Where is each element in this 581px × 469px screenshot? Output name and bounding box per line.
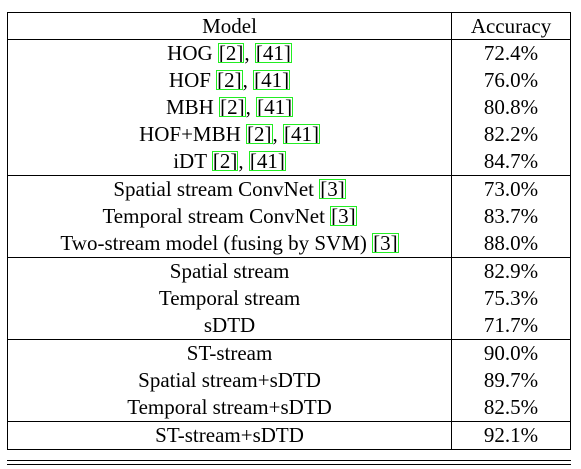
accuracy-cell: 73.0% [451, 175, 571, 203]
model-cell: Temporal stream [6, 285, 453, 312]
table-bottom-rule [7, 460, 571, 461]
citation-number: 3 [380, 231, 391, 255]
accuracy-cell: 82.9% [451, 257, 571, 285]
citation-number: 2 [254, 122, 265, 146]
accuracy-cell: 71.7% [451, 312, 571, 340]
accuracy-cell: 89.7% [451, 367, 571, 394]
model-cell: Temporal stream+sDTD [6, 394, 453, 422]
model-cell: sDTD [6, 312, 453, 340]
model-cell: Spatial stream+sDTD [6, 367, 453, 394]
accuracy-cell: 80.8% [451, 94, 571, 121]
model-cell: MBH [2], [41] [6, 94, 453, 121]
table-row: MBH [2], [41] 80.8% [6, 94, 571, 121]
citation-number: 2 [227, 95, 238, 119]
accuracy-cell: 72.4% [451, 39, 571, 67]
model-name: Temporal stream [158, 286, 301, 310]
model-cell: Two-stream model (fusing by SVM) [3] [6, 230, 453, 258]
model-cell: HOG [2], [41] [6, 39, 453, 67]
citation-link[interactable]: [41] [256, 95, 294, 119]
model-name: HOF [168, 68, 211, 92]
citation-number: 41 [291, 122, 313, 146]
citation-link[interactable]: [2] [211, 149, 239, 173]
model-name: Temporal stream+sDTD [127, 395, 332, 419]
accuracy-column-header: Accuracy [451, 12, 571, 40]
citation-number: 41 [264, 95, 286, 119]
accuracy-cell: 82.2% [451, 121, 571, 148]
table-row: Temporal stream 75.3% [6, 285, 571, 312]
table-row: Spatial stream+sDTD 89.7% [6, 367, 571, 394]
table-row: ST-stream+sDTD 92.1% [6, 421, 571, 450]
model-cell: HOF+MBH [2], [41] [6, 121, 453, 148]
model-name: Two-stream model (fusing by SVM) [60, 231, 367, 255]
model-name: iDT [173, 149, 207, 173]
results-table: Model Accuracy HOG [2], [41] 72.4% HOF [2]… [6, 12, 571, 450]
table-row: iDT [2], [41] 84.7% [6, 148, 571, 176]
table-row: sDTD 71.7% [6, 312, 571, 340]
table-row: Temporal stream ConvNet [3] 83.7% [6, 203, 571, 230]
citation-link[interactable]: [3] [330, 204, 357, 228]
model-cell: ST-stream+sDTD [6, 421, 453, 450]
model-name: ST-stream [186, 341, 273, 365]
table-row: Spatial stream 82.9% [6, 257, 571, 285]
citation-link[interactable]: [2] [216, 68, 243, 92]
accuracy-cell: 82.5% [451, 394, 571, 422]
model-name: MBH [165, 95, 214, 119]
model-column-header: Model [6, 12, 453, 40]
header-row: Model Accuracy [6, 12, 571, 40]
table-row: ST-stream 90.0% [6, 339, 571, 367]
table-row: HOF+MBH [2], [41] 82.2% [6, 121, 571, 148]
citation-link[interactable]: [2] [219, 95, 246, 119]
accuracy-cell: 88.0% [451, 230, 571, 258]
model-name: ST-stream+sDTD [155, 423, 304, 447]
accuracy-cell: 83.7% [451, 203, 571, 230]
model-name: HOG [167, 41, 213, 65]
citation-number: 3 [338, 204, 349, 228]
model-cell: HOF [2], [41] [6, 67, 453, 94]
citation-link[interactable]: [3] [319, 177, 346, 201]
citation-link[interactable]: [3] [372, 231, 399, 255]
citation-number: 41 [262, 41, 284, 65]
model-cell: Spatial stream ConvNet [3] [6, 175, 453, 203]
model-cell: iDT [2], [41] [6, 148, 453, 176]
model-name: Spatial stream+sDTD [138, 368, 321, 392]
model-cell: Temporal stream ConvNet [3] [6, 203, 453, 230]
citation-link[interactable]: [41] [254, 41, 292, 65]
accuracy-cell: 90.0% [451, 339, 571, 367]
citation-number: 3 [327, 177, 338, 201]
citation-link[interactable]: [41] [248, 149, 286, 173]
citation-number: 2 [224, 68, 235, 92]
table-row: Spatial stream ConvNet [3] 73.0% [6, 175, 571, 203]
table-row: HOF [2], [41] 76.0% [6, 67, 571, 94]
accuracy-cell: 92.1% [451, 421, 571, 450]
model-name: HOF+MBH [139, 122, 241, 146]
citation-link[interactable]: [41] [253, 68, 291, 92]
citation-link[interactable]: [41] [283, 122, 321, 146]
accuracy-cell: 75.3% [451, 285, 571, 312]
model-name: Temporal stream ConvNet [102, 204, 325, 228]
citation-number: 41 [261, 68, 283, 92]
citation-number: 2 [219, 149, 231, 173]
citation-link[interactable]: [2] [246, 122, 273, 146]
table-row: HOG [2], [41] 72.4% [6, 39, 571, 67]
accuracy-cell: 84.7% [451, 148, 571, 176]
citation-link[interactable]: [2] [217, 41, 245, 65]
accuracy-cell: 76.0% [451, 67, 571, 94]
model-name: sDTD [203, 313, 256, 337]
model-cell: Spatial stream [6, 257, 453, 285]
table-row: Two-stream model (fusing by SVM) [3] 88.0… [6, 230, 571, 258]
table-body: HOG [2], [41] 72.4% HOF [2], [41] 76.0% MBH … [6, 39, 571, 450]
model-name: Spatial stream [169, 259, 290, 283]
model-name: Spatial stream ConvNet [113, 177, 314, 201]
citation-number: 2 [225, 41, 237, 65]
model-cell: ST-stream [6, 339, 453, 367]
table-bottom-double-rule [7, 464, 571, 465]
citation-number: 41 [256, 149, 278, 173]
table-row: Temporal stream+sDTD 82.5% [6, 394, 571, 422]
